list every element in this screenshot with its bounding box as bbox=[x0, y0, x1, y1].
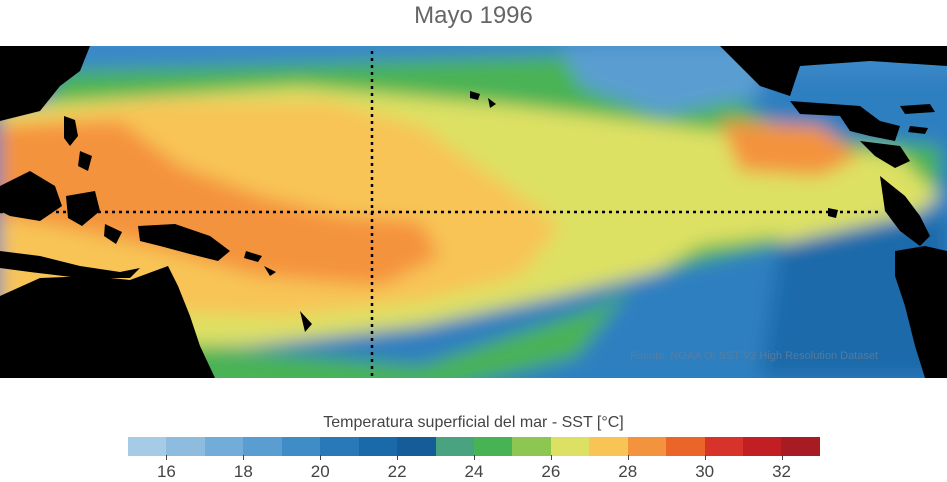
colorbar-tick-mark bbox=[474, 455, 475, 460]
colorbar-segment bbox=[243, 437, 282, 456]
colorbar-segment bbox=[473, 437, 513, 456]
colorbar-segment bbox=[358, 437, 398, 456]
colorbar-segment bbox=[397, 437, 436, 456]
colorbar-tick-label: 26 bbox=[541, 462, 561, 481]
colorbar-segment bbox=[435, 437, 474, 456]
colorbar-segment bbox=[204, 437, 244, 456]
colorbar-tick-label: 18 bbox=[233, 462, 253, 481]
colorbar-segment bbox=[666, 437, 705, 456]
colorbar-segment bbox=[166, 437, 205, 456]
colorbar-segment bbox=[550, 437, 590, 456]
colorbar-segment bbox=[781, 437, 820, 456]
colorbar-segment bbox=[128, 437, 167, 456]
colorbar-segment bbox=[281, 437, 321, 456]
colorbar-segment bbox=[320, 437, 359, 456]
colorbar-tick-label: 24 bbox=[464, 462, 484, 481]
colorbar-segment bbox=[589, 437, 628, 456]
colorbar-segment bbox=[704, 437, 743, 456]
colorbar-tick-mark bbox=[627, 455, 629, 460]
colorbar-ticks: 16 18 20 22 24 26 28 30 32 bbox=[0, 455, 947, 481]
sst-map bbox=[0, 46, 947, 378]
colorbar-tick-label: 30 bbox=[695, 462, 715, 481]
colorbar-segment bbox=[512, 437, 551, 456]
colorbar-tick-mark bbox=[704, 455, 706, 460]
colorbar-tick-mark bbox=[166, 455, 168, 460]
colorbar-tick-mark bbox=[397, 455, 399, 460]
colorbar-tick-mark bbox=[550, 455, 552, 460]
colorbar-segment bbox=[627, 437, 667, 456]
colorbar-tick-label: 28 bbox=[618, 462, 638, 481]
colorbar-tick-mark bbox=[781, 455, 783, 460]
colorbar-tick-label: 20 bbox=[310, 462, 330, 481]
colorbar-tick-label: 16 bbox=[156, 462, 176, 481]
colorbar bbox=[128, 437, 820, 456]
colorbar-segment bbox=[743, 437, 782, 456]
land-masses bbox=[0, 46, 947, 378]
colorbar-tick-mark bbox=[243, 455, 245, 460]
colorbar-tick-mark bbox=[320, 455, 322, 460]
map-title: Mayo 1996 bbox=[414, 2, 533, 29]
colorbar-label: Temperatura superficial del mar - SST [°… bbox=[323, 414, 624, 431]
colorbar-tick-label: 22 bbox=[387, 462, 407, 481]
data-source-credit: Fuente: NOAA OI SST V2 High Resolution D… bbox=[630, 350, 879, 362]
colorbar-tick-label: 32 bbox=[772, 462, 792, 481]
